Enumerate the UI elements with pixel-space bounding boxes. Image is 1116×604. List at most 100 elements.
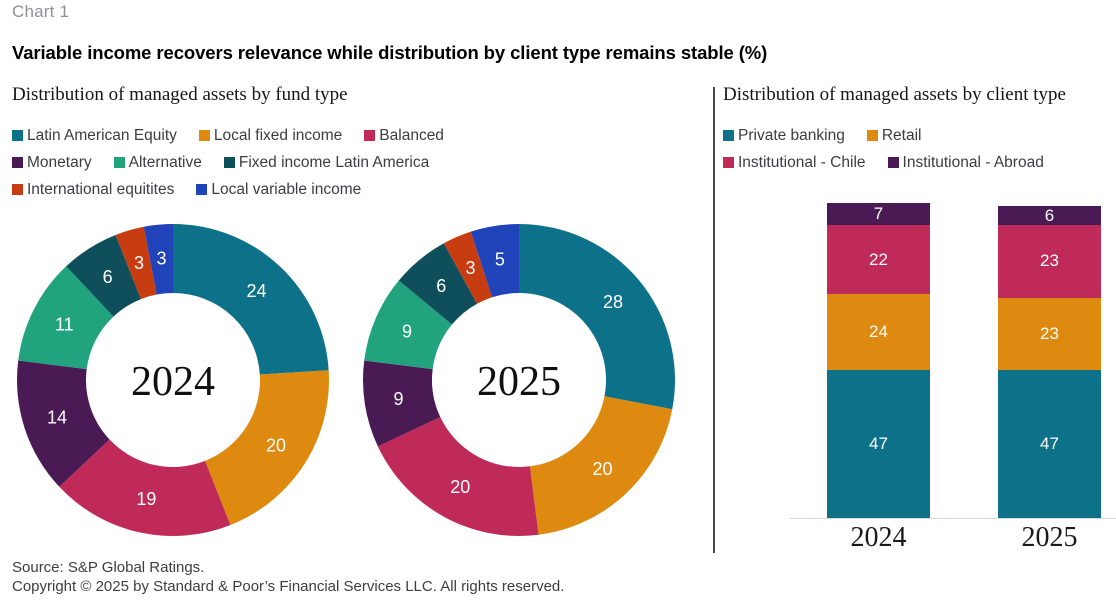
legend-label: Monetary: [27, 153, 92, 171]
donut-chart-2025: 28 20 20 9 9 63 5 2025: [363, 224, 676, 536]
legend-row: Private banking Retail: [723, 126, 1066, 145]
legend-row: International equitites Local variable i…: [12, 180, 466, 199]
legend-row: Latin American Equity Local fixed income…: [12, 126, 466, 145]
fund-type-panel-heading: Distribution of managed assets by fund t…: [12, 84, 348, 105]
donut-chart-2024: 24 20 19 14 11 6 3 3 2024: [16, 224, 329, 537]
legend-item-institutional-chile: Institutional - Chile: [723, 154, 866, 172]
slice-value-label: 5: [495, 250, 505, 270]
legend-label: Private banking: [738, 126, 845, 144]
client-type-panel-heading: Distribution of managed assets by client…: [723, 84, 1066, 105]
donut-slice: [115, 226, 157, 300]
legend-row: Monetary Alternative Fixed income Latin …: [12, 153, 466, 172]
legend-swatch: [723, 130, 734, 141]
donut-slice: [443, 231, 493, 304]
donut-slice: [18, 266, 114, 370]
bar-segment-value-label: 6: [1044, 206, 1055, 225]
legend-swatch: [12, 184, 23, 195]
chart-number-label: Chart 1: [12, 2, 70, 21]
donut-slice: [529, 396, 673, 535]
legend-label: Fixed income Latin America: [238, 153, 430, 171]
legend-item-private-banking: Private banking: [723, 127, 845, 145]
donut-slice: [363, 360, 441, 447]
legend-label: Balanced: [379, 126, 444, 144]
donut-slice: [205, 370, 329, 526]
legend-item-local-variable-income: Local variable income: [196, 181, 361, 199]
legend-swatch: [198, 130, 210, 141]
bar-segment: 7: [827, 203, 930, 226]
bar-x-label-2025: 2025: [1021, 522, 1078, 553]
slice-value-label: 20: [592, 459, 612, 479]
slice-value-label: 20: [266, 435, 286, 455]
slice-value-label: 11: [55, 315, 74, 335]
donut-slice: [470, 224, 519, 298]
legend-swatch: [887, 157, 899, 168]
bar-segment: 22: [827, 225, 930, 295]
bar-segment-value-label: 22: [869, 249, 888, 269]
slice-value-label: 6: [103, 267, 113, 287]
slice-value-label: 9: [393, 389, 403, 409]
legend-label: Alternative: [128, 153, 202, 171]
donut-slice: [364, 280, 452, 370]
donut-slice: [377, 417, 539, 536]
stacked-bar-2025: 47 23 23 6: [998, 206, 1101, 518]
slice-value-label: 28: [603, 292, 623, 312]
bar-segment: 23: [998, 225, 1101, 298]
legend-item-alternative: Alternative: [113, 153, 202, 172]
legend-item-institutional-abroad: Institutional - Abroad: [887, 153, 1044, 172]
legend-item-monetary: Monetary: [12, 154, 92, 172]
legend-swatch: [113, 157, 125, 168]
slice-value-label: 19: [136, 489, 156, 509]
slice-value-label: 3: [157, 249, 167, 269]
bar-segment-value-label: 47: [869, 434, 888, 453]
legend-row: Institutional - Chile Institutional - Ab…: [723, 153, 1066, 172]
legend-swatch: [196, 184, 208, 195]
donut-slice: [143, 224, 173, 295]
legend-item-local-fixed-income: Local fixed income: [198, 127, 342, 145]
slice-value-label: 3: [466, 258, 476, 278]
slice-value-label: 6: [436, 276, 446, 296]
bar-segment-value-label: 7: [873, 204, 884, 224]
bar-segment-value-label: 23: [1040, 251, 1059, 271]
bar-chart-baseline: [790, 518, 1116, 519]
fund-type-legend: Latin American Equity Local fixed income…: [12, 126, 466, 207]
legend-swatch: [223, 157, 235, 168]
bar-segment-value-label: 24: [869, 322, 888, 342]
slice-value-label: 14: [47, 408, 67, 428]
slice-value-label: 20: [450, 477, 470, 497]
donut-center-year: 2025: [477, 359, 561, 405]
legend-label: International equitites: [27, 180, 175, 198]
legend-swatch: [723, 157, 734, 168]
bar-segment-value-label: 23: [1040, 323, 1059, 343]
legend-swatch: [12, 130, 23, 141]
legend-label: Institutional - Abroad: [902, 153, 1044, 171]
legend-swatch: [12, 157, 23, 168]
legend-item-balanced: Balanced: [364, 127, 444, 145]
slice-value-label: 9: [402, 322, 412, 342]
donut-slice: [173, 224, 329, 375]
donut-slice: [398, 243, 478, 325]
legend-label: Local variable income: [211, 180, 362, 198]
client-type-legend: Private banking Retail Institutional - C…: [723, 126, 1066, 180]
panel-divider: [713, 87, 715, 553]
donut-slice: [66, 234, 141, 317]
legend-item-latin-american-equity: Latin American Equity: [12, 127, 177, 145]
source-line: Source: S&P Global Ratings.: [12, 559, 205, 576]
donut-slice: [519, 224, 676, 410]
legend-label: Retail: [881, 126, 922, 144]
legend-item-retail: Retail: [866, 126, 922, 145]
legend-item-international-equitites: International equitites: [12, 181, 174, 199]
bar-segment: 47: [998, 370, 1101, 518]
bar-segment: 47: [827, 370, 930, 518]
donut-slice: [59, 439, 231, 537]
bar-segment: 24: [827, 294, 930, 370]
donut-slice: [16, 360, 110, 487]
legend-label: Institutional - Chile: [738, 153, 866, 171]
stacked-bar-2024: 47 24 22 7: [827, 203, 930, 518]
page-title: Variable income recovers relevance while…: [12, 42, 768, 63]
bar-segment: 23: [998, 297, 1101, 370]
legend-label: Latin American Equity: [27, 126, 177, 144]
bar-segment: 6: [998, 206, 1101, 225]
slice-value-label: 24: [246, 281, 266, 301]
donut-center-year: 2024: [131, 359, 215, 405]
